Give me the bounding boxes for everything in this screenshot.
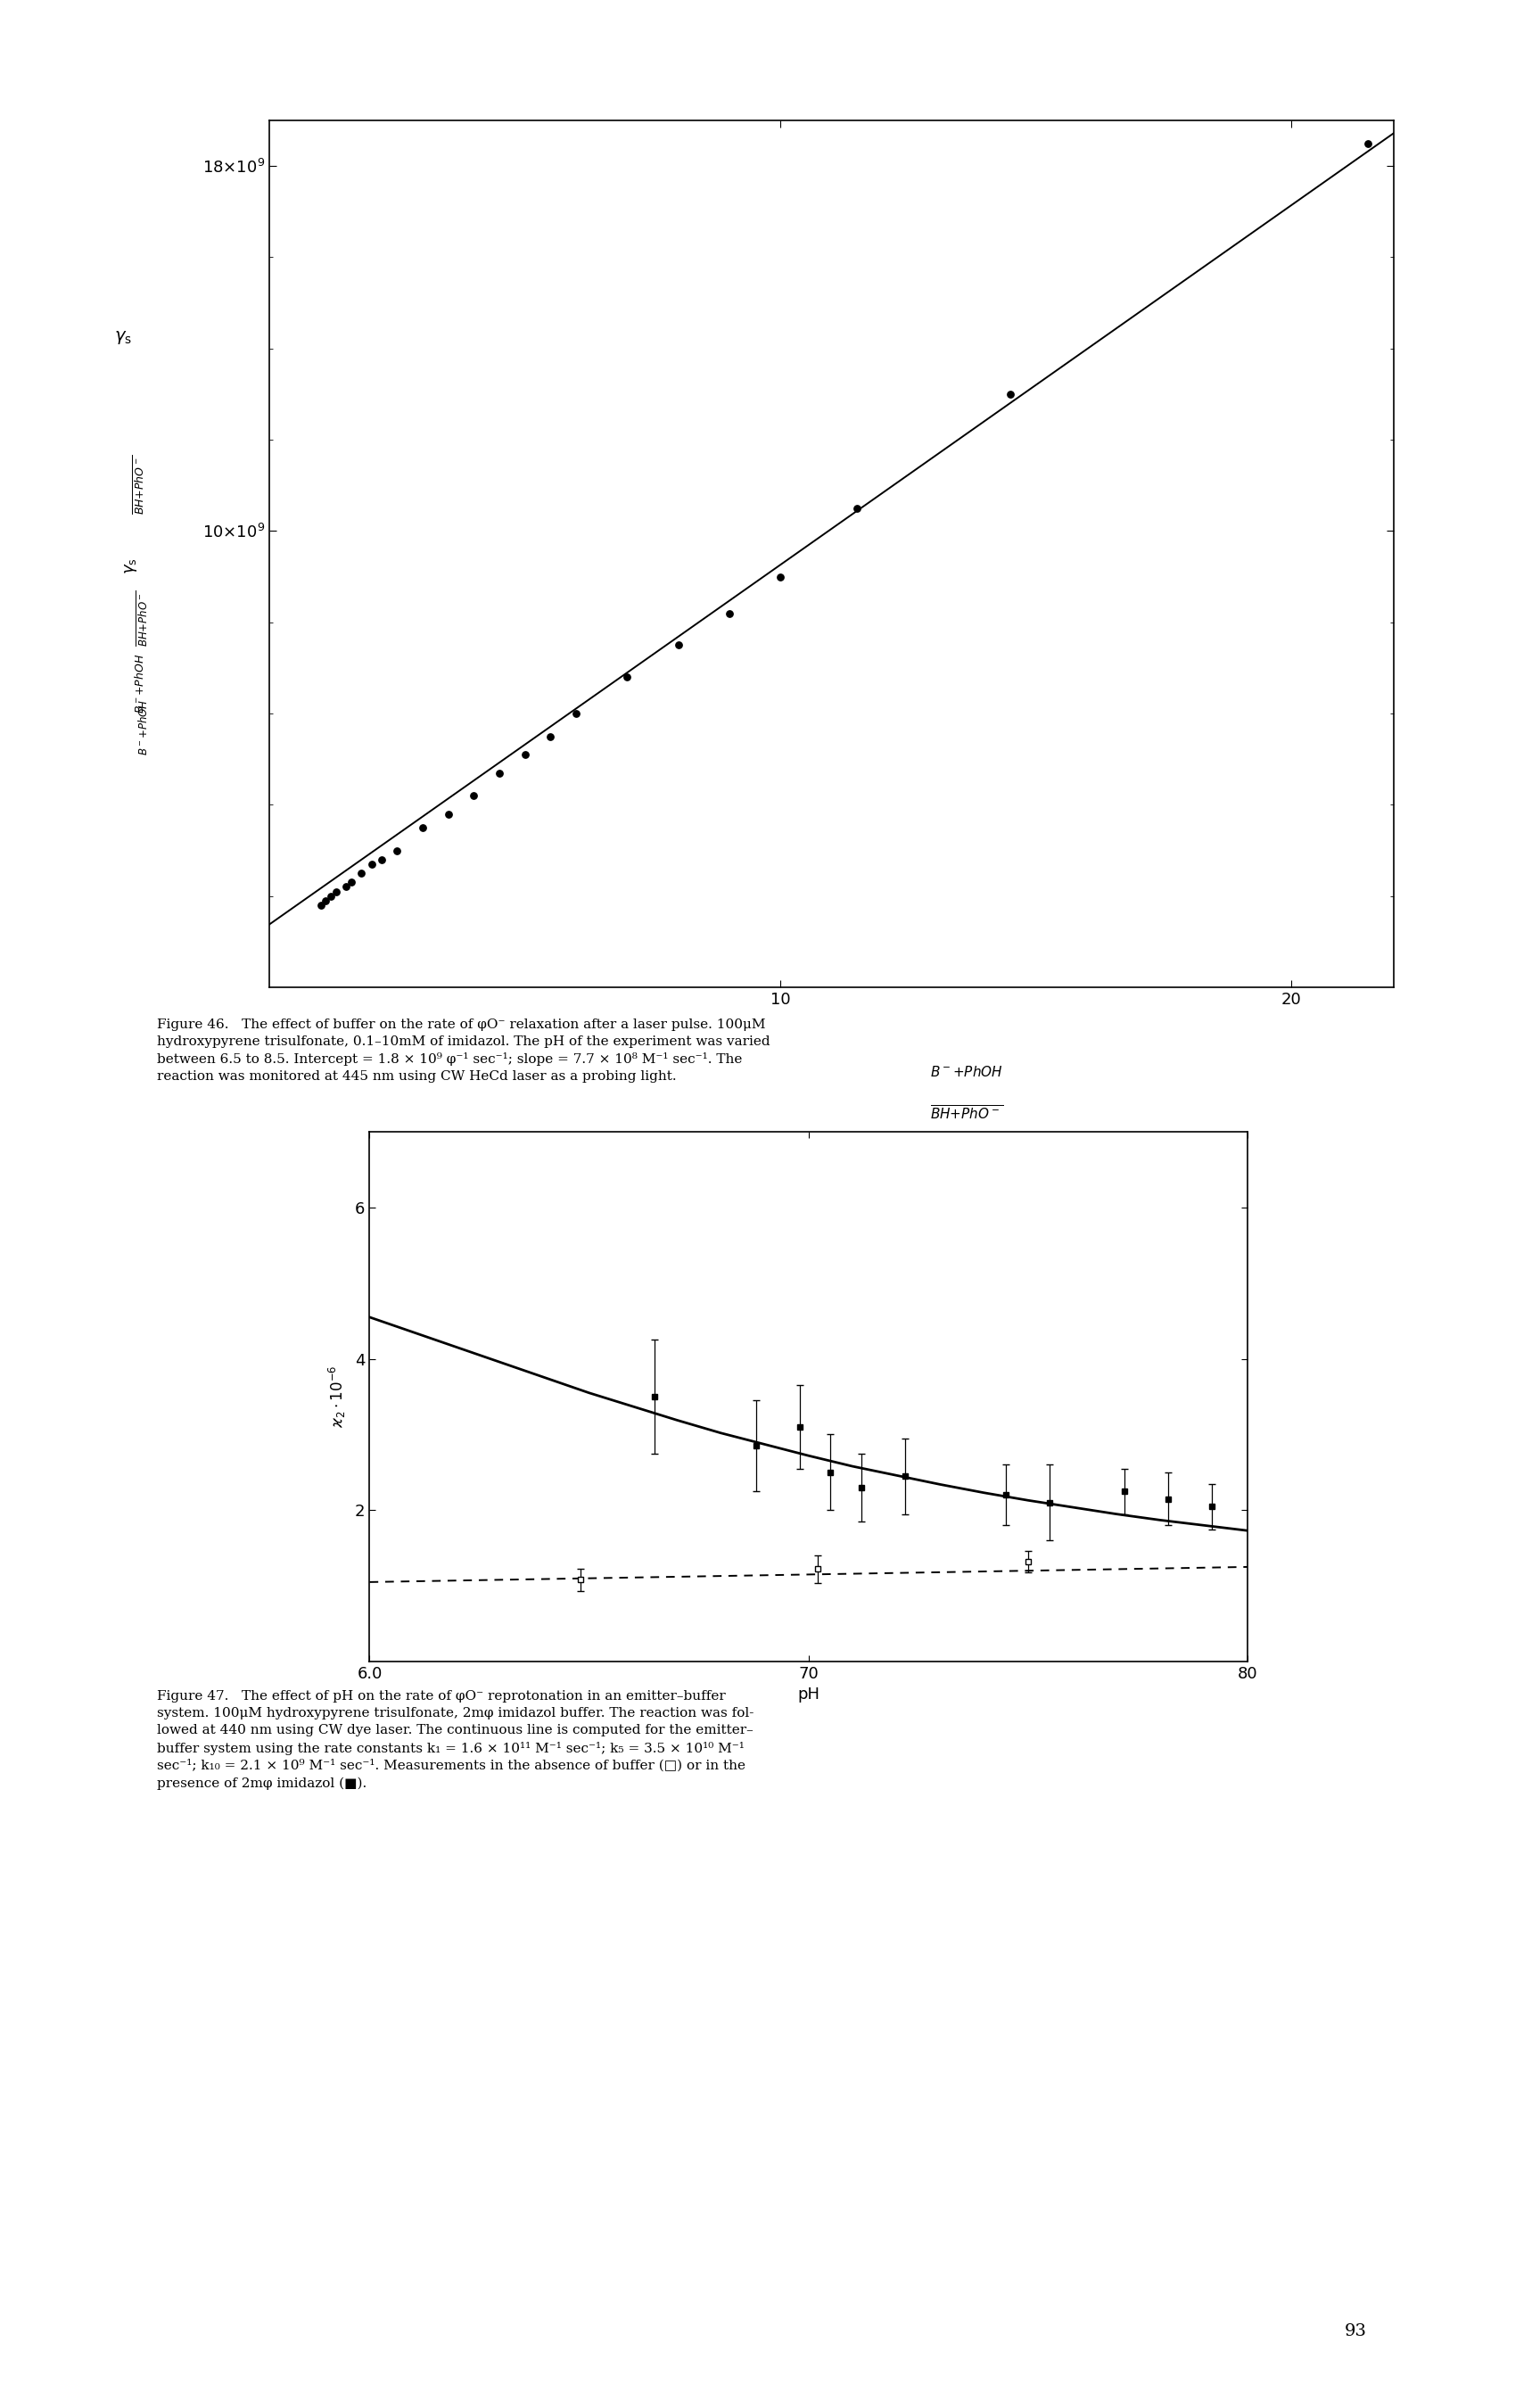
Text: $B^-{+}PhOH$: $B^-{+}PhOH$ [137, 698, 149, 756]
Point [614, 657, 639, 696]
Text: 93: 93 [1344, 2324, 1366, 2338]
Y-axis label: $\varkappa_2 \cdot 10^{-6}$: $\varkappa_2 \cdot 10^{-6}$ [326, 1365, 348, 1428]
Point [385, 831, 410, 869]
Point [537, 718, 562, 756]
Point [564, 694, 588, 732]
Text: $B^-{+}PhOH$: $B^-{+}PhOH$ [930, 1064, 1003, 1079]
X-axis label: pH: pH [798, 1688, 819, 1702]
Point [436, 795, 460, 833]
Point [665, 626, 690, 665]
Point [334, 867, 359, 905]
Point [411, 809, 436, 848]
Text: $\overline{BH{+}PhO^-}$: $\overline{BH{+}PhO^-}$ [930, 1105, 1003, 1122]
Point [308, 886, 333, 925]
Point [513, 734, 537, 773]
Point [768, 556, 793, 595]
Point [359, 845, 383, 884]
Point [1355, 123, 1380, 161]
Point [487, 754, 511, 792]
Point [350, 855, 374, 893]
Point [313, 881, 337, 920]
Text: $\gamma_{\rm s}$: $\gamma_{\rm s}$ [123, 559, 139, 573]
Text: Figure 47.   The effect of pH on the rate of φO⁻ reprotonation in an emitter–buf: Figure 47. The effect of pH on the rate … [157, 1690, 755, 1789]
Point [845, 489, 870, 527]
Point [339, 862, 363, 901]
Point [319, 877, 343, 915]
Point [323, 872, 348, 910]
Text: $B^-{+}PhOH$: $B^-{+}PhOH$ [134, 655, 146, 713]
Text: $\overline{BH{+}PhO^-}$: $\overline{BH{+}PhO^-}$ [136, 590, 151, 648]
Text: Figure 46.   The effect of buffer on the rate of φO⁻ relaxation after a laser pu: Figure 46. The effect of buffer on the r… [157, 1019, 770, 1084]
Point [718, 595, 742, 633]
Point [370, 840, 394, 879]
Text: $\gamma_{\rm s}$: $\gamma_{\rm s}$ [114, 327, 132, 347]
Point [998, 376, 1023, 414]
Point [462, 775, 487, 814]
Text: $\overline{BH{+}PhO^-}$: $\overline{BH{+}PhO^-}$ [132, 455, 148, 515]
